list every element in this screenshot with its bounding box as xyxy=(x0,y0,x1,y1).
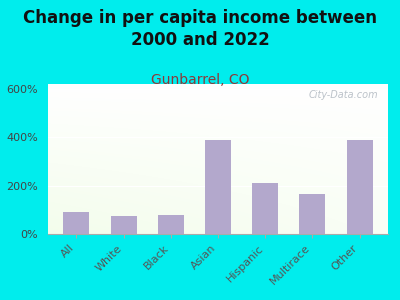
Text: Change in per capita income between
2000 and 2022: Change in per capita income between 2000… xyxy=(23,9,377,49)
Bar xyxy=(205,140,231,234)
Text: City-Data.com: City-Data.com xyxy=(308,90,378,100)
Text: Gunbarrel, CO: Gunbarrel, CO xyxy=(151,74,249,88)
Bar xyxy=(347,140,373,234)
Bar xyxy=(252,183,278,234)
Bar xyxy=(158,214,184,234)
Bar xyxy=(63,212,89,234)
Bar xyxy=(110,216,136,234)
Bar xyxy=(300,194,326,234)
